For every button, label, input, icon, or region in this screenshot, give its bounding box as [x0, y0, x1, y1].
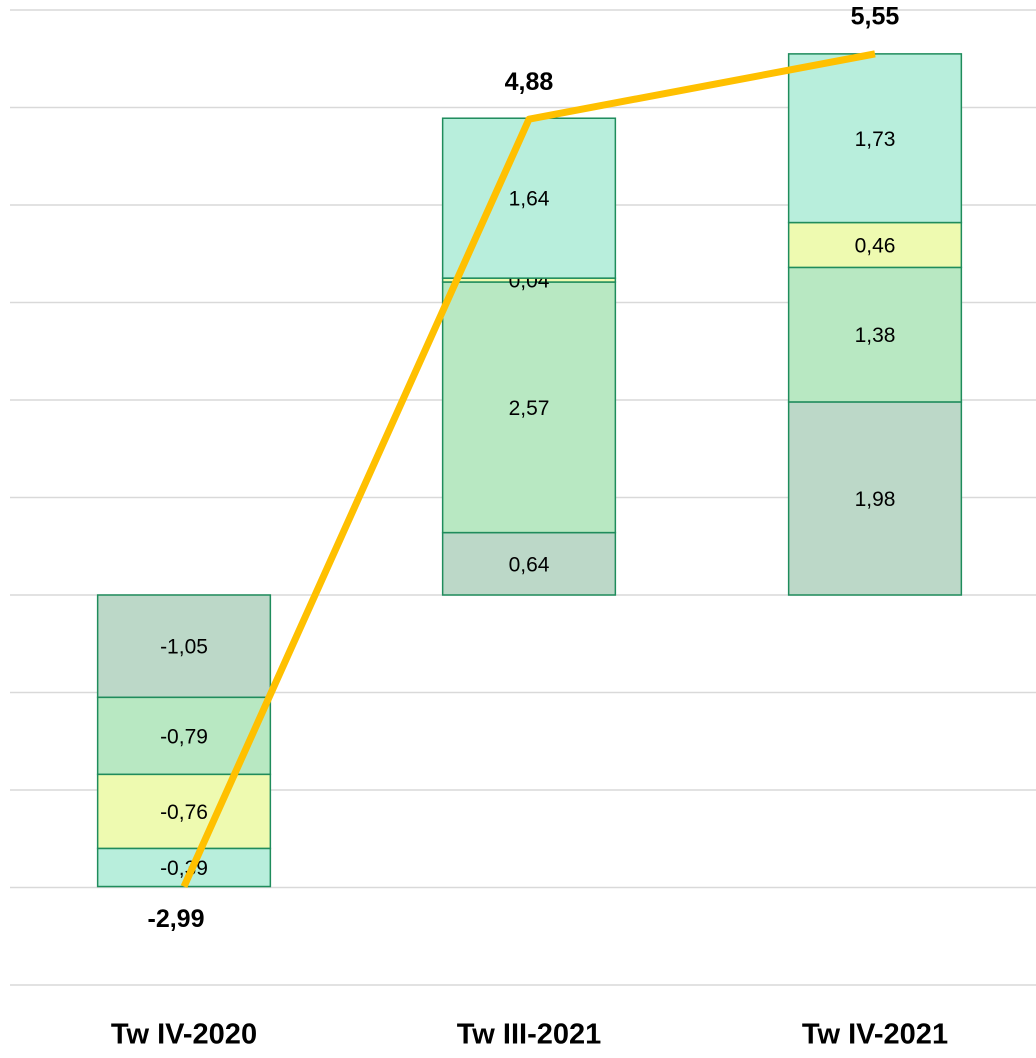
- segment-label: 0,46: [855, 235, 896, 258]
- bar-segment: [787, 53, 963, 224]
- total-label: 4,88: [505, 68, 554, 96]
- total-line: [180, 50, 876, 888]
- x-tick-label: Tw III-2021: [457, 1019, 602, 1051]
- bar-segment: [787, 401, 963, 596]
- x-tick-label: Tw IV-2021: [802, 1019, 948, 1051]
- x-tick-label: Tw IV-2020: [111, 1019, 257, 1051]
- bar-segment: [441, 281, 617, 534]
- segment-label: 2,57: [509, 397, 550, 420]
- total-label: 5,55: [851, 2, 900, 30]
- bar-segment: [96, 594, 272, 699]
- segment-label: 1,73: [855, 128, 896, 151]
- bar-segment: [441, 531, 617, 596]
- segment-label: -0,79: [160, 725, 208, 748]
- segment-label: 1,38: [855, 324, 896, 347]
- segment-label: 1,98: [855, 488, 896, 511]
- bar-segment: [787, 266, 963, 403]
- segment-label: -0,76: [160, 801, 208, 824]
- segment-label: -0,39: [160, 857, 208, 880]
- segment-label: 1,64: [509, 188, 550, 211]
- segment-label: -1,05: [160, 636, 208, 659]
- bar-segment: [787, 221, 963, 269]
- total-label: -2,99: [148, 905, 205, 933]
- bar-segment: [96, 773, 272, 850]
- segment-label: 0,64: [509, 553, 550, 576]
